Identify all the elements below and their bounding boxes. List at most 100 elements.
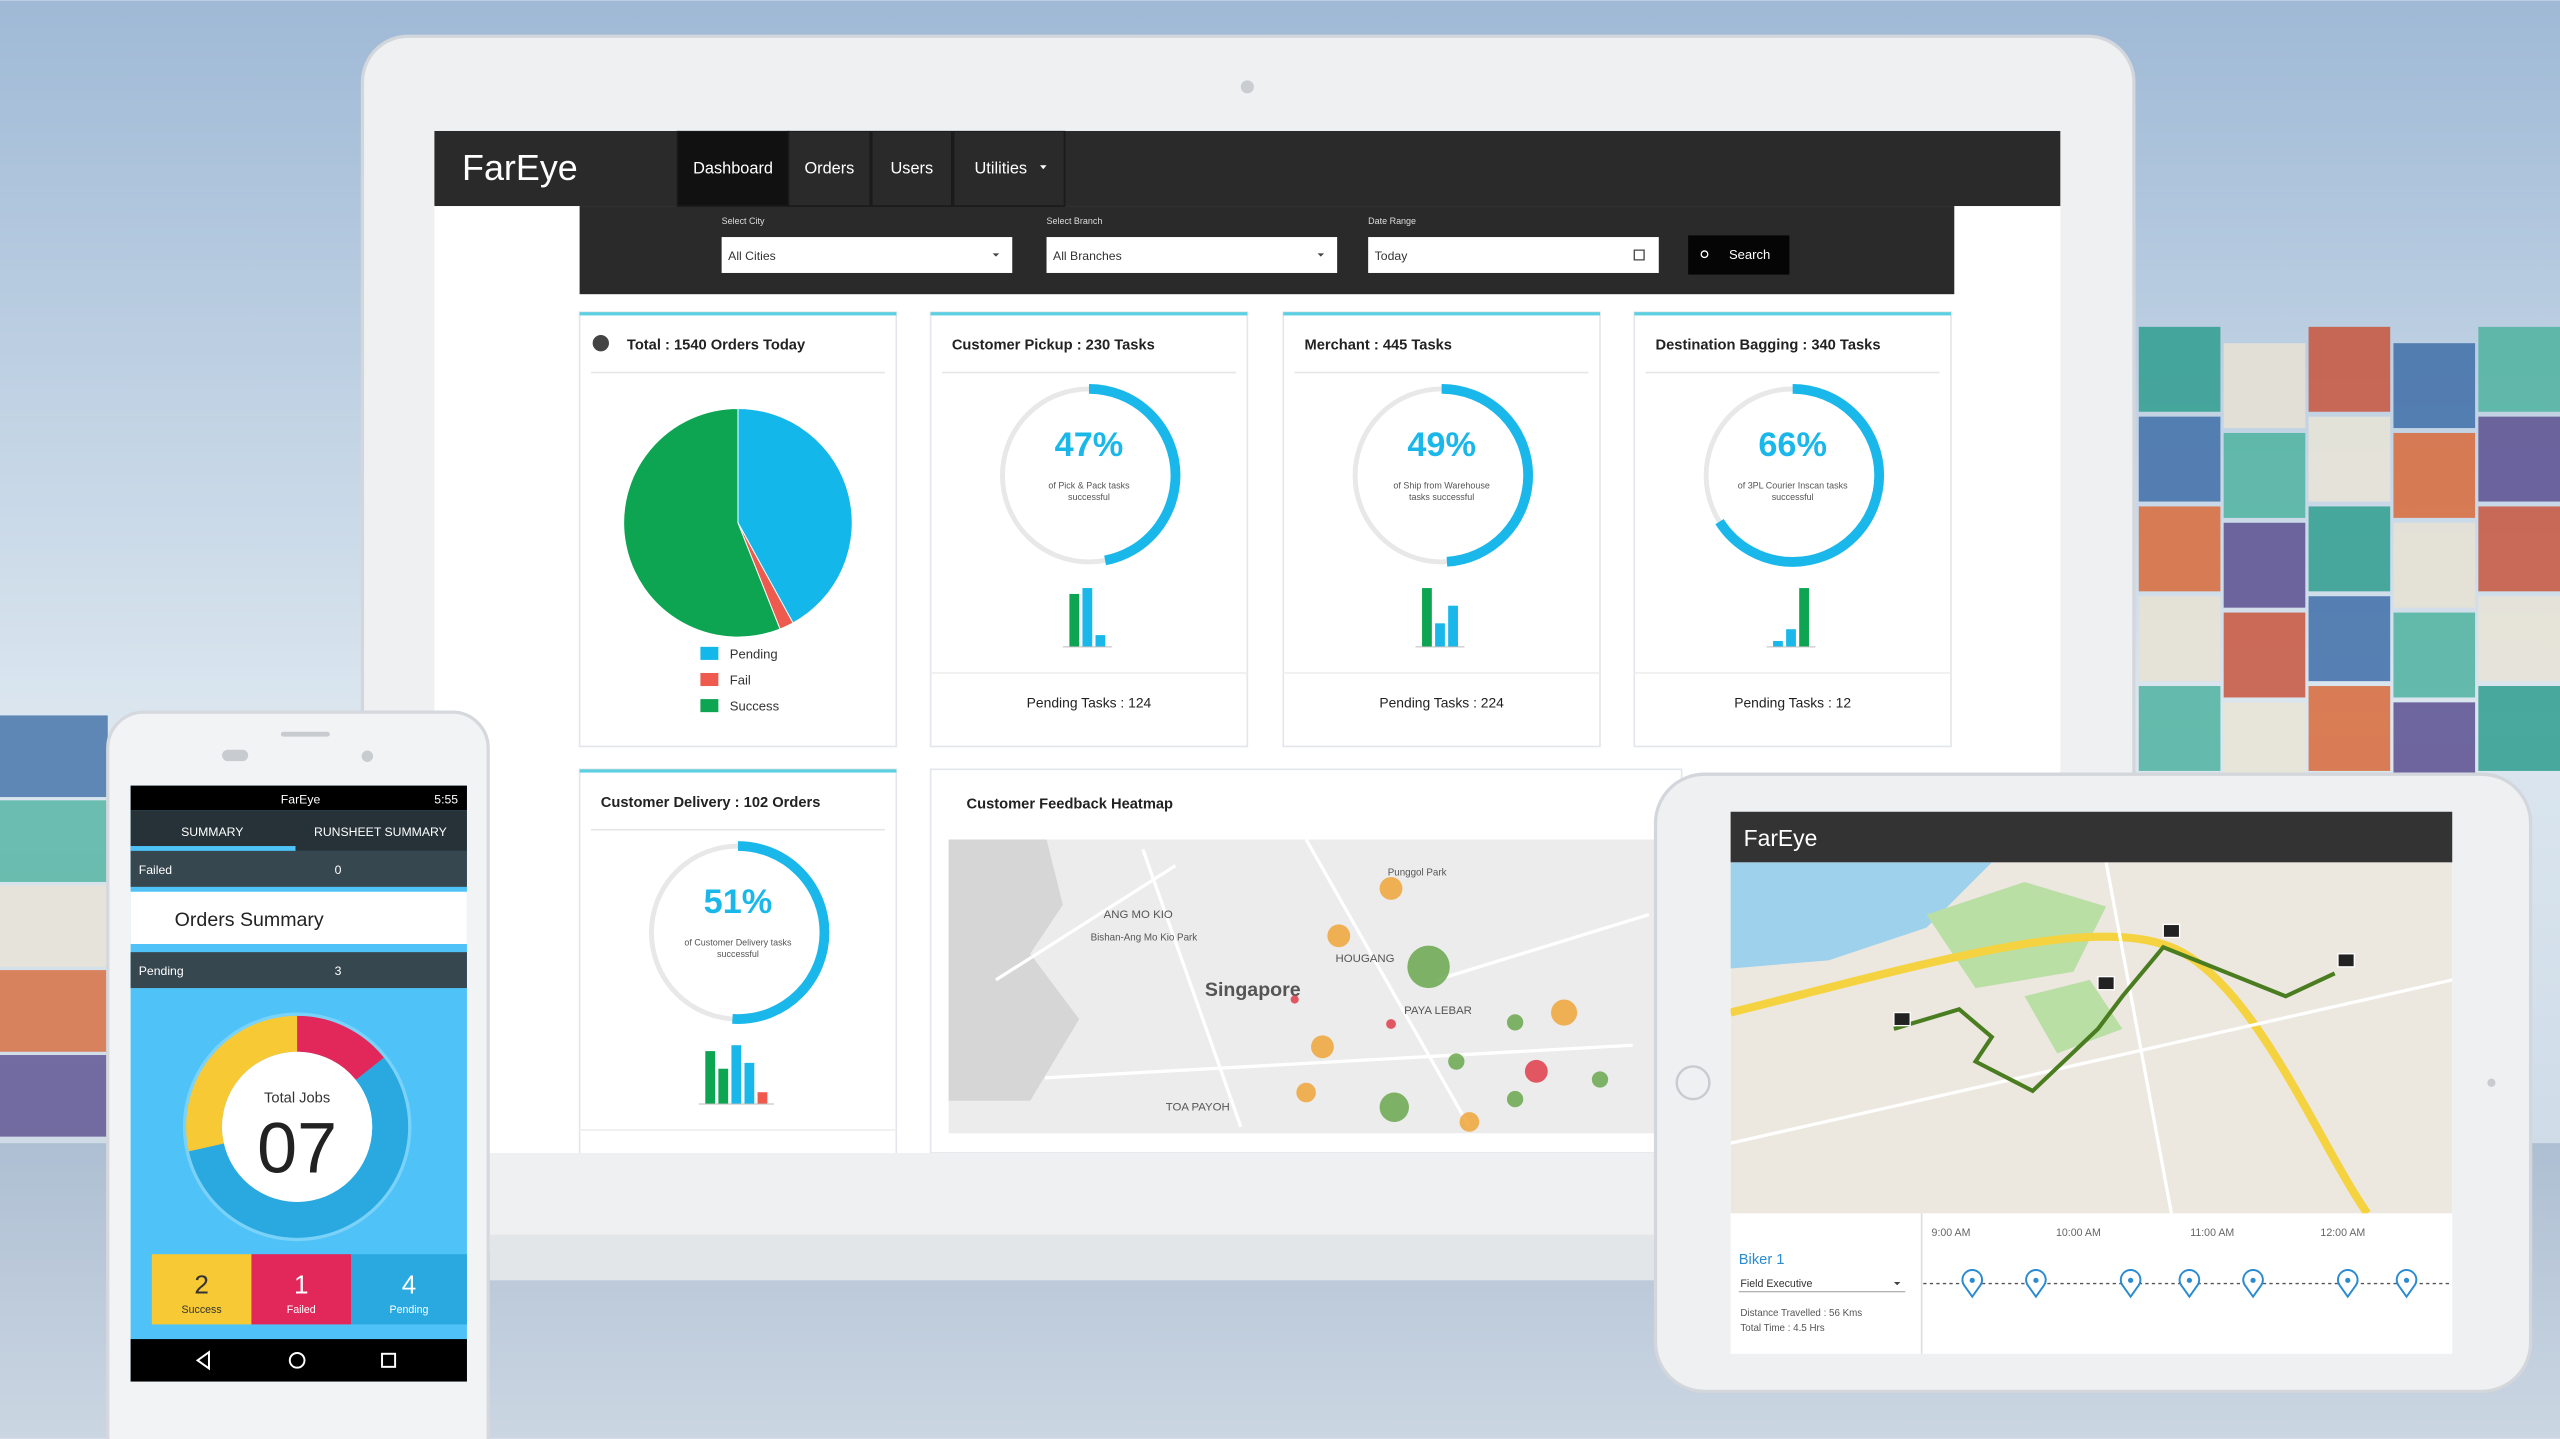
distance: Distance Travelled : 56 Kms xyxy=(1740,1308,1862,1319)
container xyxy=(2308,686,2391,771)
gauge-caption: of Ship from Warehouse xyxy=(1393,480,1489,490)
filter-value[interactable]: All Branches xyxy=(1053,249,1122,263)
status-label: Pending xyxy=(390,1304,429,1316)
heatmap: Singapore ANG MO KIO HOUGANG PAYA LEBAR TOA … xyxy=(948,839,1667,1134)
mini-bar xyxy=(1799,588,1809,647)
timeline-hour: 10:00 AM xyxy=(2056,1227,2101,1239)
container xyxy=(2393,612,2476,698)
search-icon xyxy=(1700,250,1709,259)
status-count: 2 xyxy=(194,1269,209,1299)
tablet-map xyxy=(1730,862,2453,1214)
nav-label[interactable]: Dashboard xyxy=(693,159,773,177)
container xyxy=(0,715,108,798)
gauge-value: 49% xyxy=(1407,426,1476,464)
tablet-home xyxy=(1675,1065,1711,1101)
map-road xyxy=(1730,932,2371,1214)
filter-caret xyxy=(1633,249,1645,261)
container xyxy=(2223,343,2306,429)
container xyxy=(2223,432,2306,518)
nav-tab[interactable] xyxy=(952,130,1066,207)
container xyxy=(0,1055,108,1137)
filter-input[interactable] xyxy=(1368,237,1659,273)
gauge-value: 51% xyxy=(704,883,773,921)
rider-name[interactable]: Biker 1 xyxy=(1739,1252,1785,1268)
nav-recent[interactable] xyxy=(381,1352,397,1368)
tab-indicator xyxy=(130,846,296,851)
pie-slice xyxy=(623,407,781,638)
legend-label: Success xyxy=(730,699,780,714)
nav-home[interactable] xyxy=(288,1351,306,1369)
mini-bar xyxy=(757,1092,768,1104)
tab-label[interactable]: SUMMARY xyxy=(181,825,243,839)
donut-total: 07 xyxy=(257,1109,337,1189)
card-icon xyxy=(592,335,609,352)
timeline-hour: 9:00 AM xyxy=(1932,1227,1971,1239)
map-place: Punggol Park xyxy=(1388,867,1447,878)
mini-bar xyxy=(718,1068,729,1104)
tablet-camera xyxy=(2487,1078,2496,1087)
heat-point xyxy=(1386,1019,1396,1029)
gauge-value: 47% xyxy=(1055,426,1124,464)
checkpoint-flag xyxy=(2097,975,2115,991)
phone-camera xyxy=(361,750,374,762)
status-bar xyxy=(130,785,467,811)
container xyxy=(2393,432,2476,518)
pin-dot xyxy=(2186,1277,2192,1283)
container xyxy=(2138,416,2221,502)
heat-point xyxy=(1459,1112,1480,1132)
rider-role[interactable]: Field Executive xyxy=(1740,1278,1812,1290)
filter-label: Select City xyxy=(722,216,765,226)
nav-tab[interactable] xyxy=(787,130,872,207)
mini-bar xyxy=(1422,588,1432,647)
filter-input[interactable] xyxy=(1046,237,1338,273)
card-title: Customer Feedback Heatmap xyxy=(967,796,1174,812)
card-accent xyxy=(1634,312,1952,316)
nav-tab[interactable] xyxy=(676,130,790,207)
map-place: Singapore xyxy=(1205,979,1301,1001)
logo: FarEye xyxy=(462,147,578,188)
dashboard: FarEye Dashboard Orders Users Utilities Sele… xyxy=(434,130,2061,1153)
map-road xyxy=(1436,913,1650,982)
timeline-hour: 11:00 AM xyxy=(2190,1227,2234,1239)
summary-row xyxy=(130,850,467,887)
heat-point xyxy=(1311,1035,1334,1059)
gauge-arc xyxy=(646,841,830,1024)
laptop-content: Dashboard Orders Users Utilities Select City… xyxy=(578,130,1952,1153)
gauge-caption: tasks successful xyxy=(1409,492,1474,502)
status-count: 1 xyxy=(294,1269,309,1299)
map-road xyxy=(1304,839,1471,1128)
dropdown-caret xyxy=(1040,165,1047,170)
container xyxy=(2138,326,2221,412)
container xyxy=(2478,596,2560,682)
card-title: Merchant : 445 Tasks xyxy=(1304,338,1452,354)
map-place: ANG MO KIO xyxy=(1104,909,1173,921)
container xyxy=(2478,326,2560,412)
tablet-header xyxy=(1730,811,2453,863)
nav-label[interactable]: Orders xyxy=(804,159,854,177)
mini-bar xyxy=(1069,593,1080,647)
filter-value[interactable]: Today xyxy=(1375,249,1409,263)
map-park xyxy=(1926,881,2107,989)
filter-input[interactable] xyxy=(721,237,1013,273)
mini-bar xyxy=(1773,640,1783,647)
nav-back[interactable] xyxy=(195,1350,210,1371)
tab-label[interactable]: RUNSHEET SUMMARY xyxy=(314,825,447,839)
filter-value[interactable]: All Cities xyxy=(728,249,776,263)
nav-label[interactable]: Users xyxy=(891,159,934,177)
heat-point xyxy=(1296,1082,1316,1103)
search-button[interactable] xyxy=(1688,235,1790,275)
map-water xyxy=(1730,862,1992,969)
container xyxy=(2138,596,2221,682)
legend-swatch xyxy=(700,646,719,660)
nav-tab[interactable] xyxy=(871,130,953,207)
status-tile xyxy=(351,1254,467,1325)
container xyxy=(2393,343,2476,429)
donut-segment xyxy=(186,1015,409,1238)
search-label[interactable]: Search xyxy=(1729,247,1770,262)
heat-point xyxy=(1591,1071,1609,1088)
map-place: Bishan-Ang Mo Kio Park xyxy=(1091,933,1198,944)
nav-label[interactable]: Utilities xyxy=(975,159,1028,177)
tab-bar xyxy=(130,810,467,851)
legend-swatch xyxy=(700,699,719,713)
